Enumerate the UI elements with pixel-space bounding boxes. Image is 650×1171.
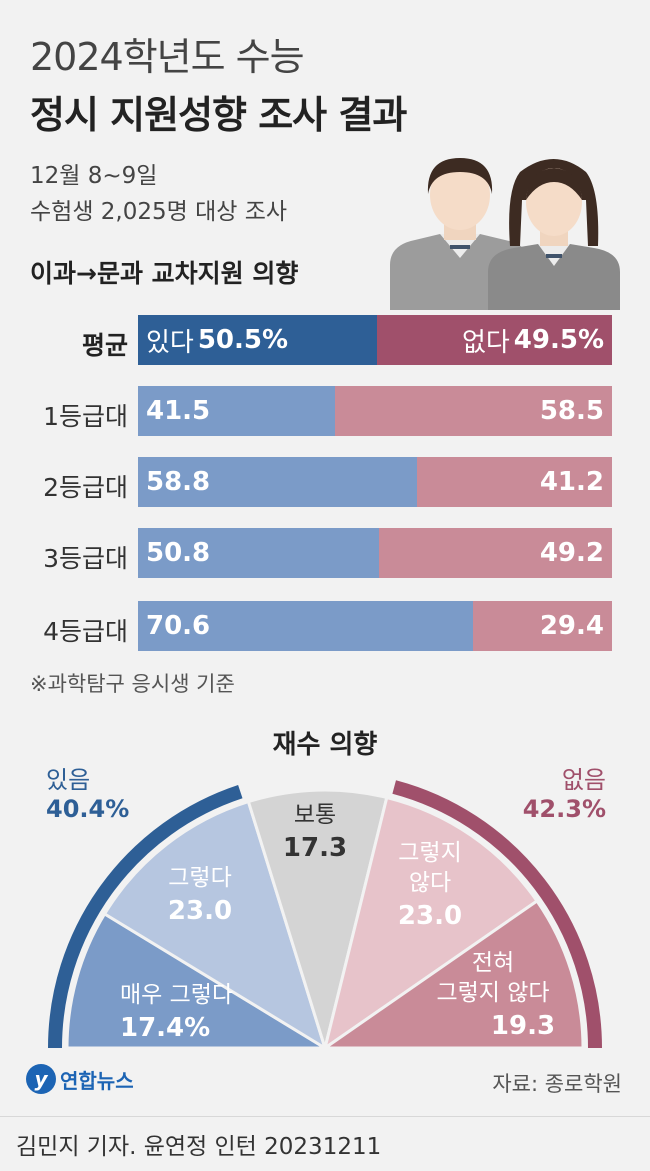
title-line-1: 2024학년도 수능 xyxy=(30,35,305,79)
bar-no-value: 29.4 xyxy=(539,611,604,641)
pie-slice xyxy=(102,799,328,1052)
group-yes-value: 40.4% xyxy=(46,795,130,823)
pie-slice-value: 17.3 xyxy=(283,833,347,863)
pie-slice-name: 전혀 xyxy=(472,950,514,976)
survey-date: 12월 8~9일 xyxy=(30,163,158,189)
bar-category-label: 3등급대 xyxy=(43,544,128,573)
logo-text: 연합뉴스 xyxy=(60,1068,134,1093)
bar-chart-note: ※과학탐구 응시생 기준 xyxy=(30,672,235,696)
pie-slice-label: 매우 그렇다 17.4% xyxy=(120,982,233,1043)
credit-bar: 김민지 기자. 윤연정 인턴 20231211 xyxy=(0,1116,650,1171)
pie-slice-value: 19.3 xyxy=(491,1011,555,1041)
group-no-ring xyxy=(392,780,602,1049)
bar-category-label: 1등급대 xyxy=(43,402,128,431)
bar-yes-segment: 있다 50.5% xyxy=(138,315,377,365)
pie-slice-value: 23.0 xyxy=(398,901,462,931)
pie-chart-title: 재수 의향 xyxy=(272,730,378,760)
pie-slice-label: 보통 17.3 xyxy=(283,802,347,863)
bar-yes-segment: 41.5 xyxy=(138,386,335,436)
group-yes-label: 있음 40.4% xyxy=(46,760,129,823)
bar-yes-value: 50.5% xyxy=(197,325,289,355)
bar-no-value: 58.5 xyxy=(539,396,604,426)
pie-slice-label: 그렇다 23.0 xyxy=(168,865,232,926)
pie-slice-name: 보통 xyxy=(294,802,336,828)
bar-category-label: 2등급대 xyxy=(43,473,128,502)
title-line-2: 정시 지원성향 조사 결과 xyxy=(30,93,407,137)
pie-slice-name: 그렇다 xyxy=(168,865,231,891)
pie-slice xyxy=(320,898,585,1050)
bar-no-segment: 58.5 xyxy=(335,386,612,436)
bar-no-segment: 41.2 xyxy=(417,457,612,507)
group-no-name: 없음 xyxy=(561,766,606,794)
bar-yes-value: 41.5 xyxy=(146,396,211,426)
pie-slice-name: 그렇지 않다 xyxy=(436,980,549,1006)
pie-slice xyxy=(65,911,331,1050)
pie-slice-name: 않다 xyxy=(409,870,451,896)
bar-no-segment: 29.4 xyxy=(473,601,612,651)
students-illustration xyxy=(390,158,620,310)
group-no-value: 42.3% xyxy=(522,795,606,823)
pie-slice xyxy=(246,788,389,1054)
bar-yes-value: 50.8 xyxy=(146,538,211,568)
pie-slice-name: 매우 그렇다 xyxy=(120,982,233,1008)
group-yes-ring xyxy=(48,784,243,1049)
bar-no-segment: 없다 49.5% xyxy=(377,315,612,365)
bar-yes-segment: 70.6 xyxy=(138,601,473,651)
bar-yes-value: 58.8 xyxy=(146,467,211,497)
pie-slice xyxy=(322,795,540,1052)
bar-category-label: 4등급대 xyxy=(43,617,128,646)
bar-chart-title: 이과→문과 교차지원 의향 xyxy=(30,259,299,288)
bar-yes-word: 있다 xyxy=(146,327,194,358)
group-yes-name: 있음 xyxy=(46,766,91,794)
bar-no-value: 49.5% xyxy=(513,325,604,355)
yonhap-logo-icon: y xyxy=(26,1064,56,1094)
survey-subject: 수험생 2,025명 대상 조사 xyxy=(30,199,288,225)
yonhap-logo: y 연합뉴스 xyxy=(26,1064,134,1094)
bar-yes-segment: 50.8 xyxy=(138,528,379,578)
source-text: 자료: 종로학원 xyxy=(492,1072,622,1096)
group-no-label: 없음 42.3% xyxy=(523,760,606,823)
bar-no-value: 41.2 xyxy=(539,467,604,497)
pie-slice-value: 23.0 xyxy=(168,896,232,926)
pie-slice-name: 그렇지 xyxy=(398,840,461,866)
bar-category-label: 평균 xyxy=(81,331,128,360)
pie-slice-value: 17.4% xyxy=(120,1013,210,1043)
credit-text: 김민지 기자. 윤연정 인턴 20231211 xyxy=(16,1134,382,1160)
bar-no-word: 없다 xyxy=(461,327,510,358)
bar-yes-segment: 58.8 xyxy=(138,457,417,507)
bar-no-segment: 49.2 xyxy=(379,528,612,578)
bar-no-value: 49.2 xyxy=(539,538,604,568)
bar-yes-value: 70.6 xyxy=(146,611,211,641)
